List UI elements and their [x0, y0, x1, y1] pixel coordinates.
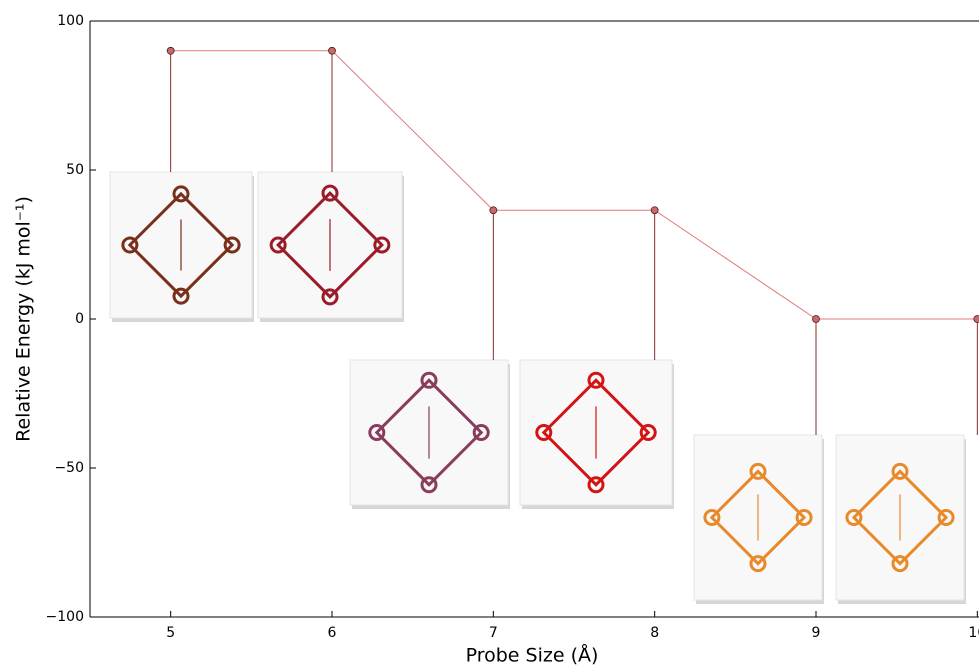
y-tick-label: 50 [66, 162, 84, 178]
chart: −100 −50 0 50 100 5 6 7 8 9 10 Probe Size (Å) Rela… [0, 0, 979, 670]
x-tick-label: 6 [328, 625, 337, 641]
x-axis-label: Probe Size (Å) [466, 644, 599, 667]
data-point [167, 47, 174, 54]
data-point [651, 207, 658, 214]
x-tick-label: 9 [812, 625, 821, 641]
x-tick-label: 7 [489, 625, 498, 641]
structure-images [110, 172, 966, 604]
x-tick-label: 10 [968, 625, 979, 641]
y-tick-label: −100 [46, 609, 84, 625]
y-tick-label: −50 [54, 460, 84, 476]
y-tick-label: 100 [57, 13, 84, 29]
y-tick-label: 0 [75, 311, 84, 327]
x-tick-label: 5 [166, 625, 175, 641]
data-point [974, 316, 979, 323]
y-axis-label: Relative Energy (kJ mol⁻¹) [13, 196, 35, 442]
data-point [329, 47, 336, 54]
data-point [813, 316, 820, 323]
x-tick-label: 8 [650, 625, 659, 641]
data-point [490, 207, 497, 214]
